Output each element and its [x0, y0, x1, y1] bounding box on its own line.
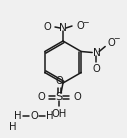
Text: S: S: [55, 92, 63, 102]
Text: H: H: [46, 111, 54, 121]
Text: O: O: [73, 92, 81, 102]
Text: N: N: [59, 23, 67, 33]
Text: H: H: [14, 111, 22, 121]
Text: O: O: [30, 111, 38, 121]
Text: O: O: [55, 76, 63, 86]
Text: H: H: [9, 122, 17, 132]
Text: −: −: [82, 18, 88, 27]
Text: O: O: [37, 92, 45, 102]
Text: −: −: [113, 34, 120, 43]
Text: O: O: [92, 63, 100, 74]
Text: OH: OH: [51, 109, 67, 119]
Text: O: O: [76, 21, 84, 31]
Text: O: O: [43, 22, 51, 32]
Text: N: N: [93, 47, 101, 58]
Text: O: O: [107, 38, 115, 47]
